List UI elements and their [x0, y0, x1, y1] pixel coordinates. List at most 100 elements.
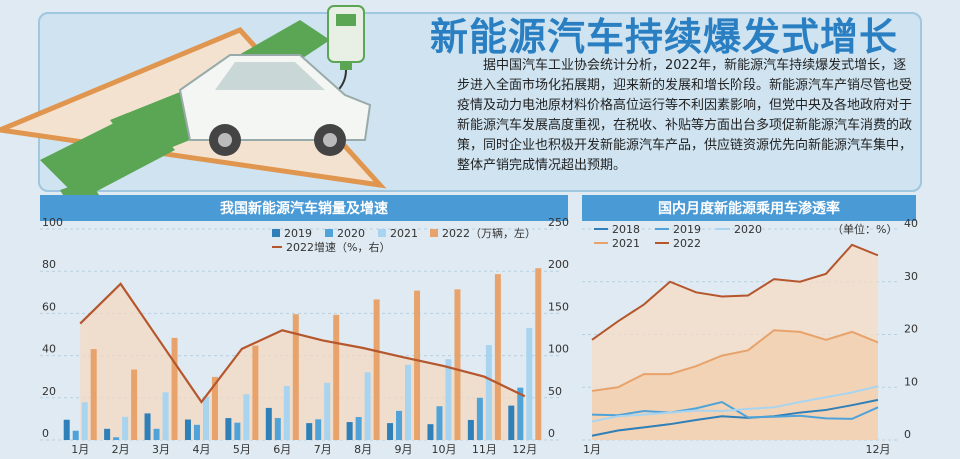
chart1-bar: [315, 419, 322, 440]
chart1-bar: [445, 359, 452, 440]
chart1-xtick: 12月: [512, 443, 537, 456]
chart2-series-line: [591, 385, 879, 423]
chart1-bar: [387, 423, 394, 440]
chart1-bar: [535, 268, 542, 440]
header-banner: EV 新能源汽车持续爆发式增长 据中国汽车工业协会统计分析，2022年，新能源汽…: [0, 0, 960, 200]
chart2-xtick: 12月: [866, 443, 891, 456]
chart1-ytick-left: 40: [42, 343, 56, 356]
chart1-bar: [90, 349, 97, 440]
chart1-bar: [131, 369, 138, 440]
chart1-xtick: 6月: [273, 443, 291, 456]
chart1-bar: [364, 372, 371, 440]
chart1-legend-line-label: 2022增速（%，右）: [286, 240, 390, 254]
chart1-bar: [171, 337, 178, 440]
chart1-bar: [508, 405, 515, 440]
chart1-bar: [81, 402, 88, 440]
chart1-growth-area: [80, 283, 525, 440]
chart1-ytick-right: 100: [548, 343, 569, 356]
chart1-bar: [306, 423, 313, 440]
chart1-bar: [144, 413, 151, 440]
ev-illustration: EV: [0, 5, 387, 200]
chart1-bar: [373, 299, 380, 440]
chart2-ytick: 0: [904, 428, 911, 441]
chart1-bar: [427, 424, 434, 440]
chart2-ytick: 30: [904, 270, 918, 283]
chart1-legend-swatch: [430, 229, 438, 237]
chart1-bar: [467, 419, 474, 440]
chart1-bar: [113, 437, 120, 440]
chart2-series-line: [591, 329, 879, 392]
chart1-legend-swatch: [272, 229, 280, 237]
chart1-bar: [485, 345, 492, 440]
chart1-bar: [193, 424, 200, 440]
chart1-growth-line: [79, 282, 526, 404]
chart1-xtick: 9月: [395, 443, 413, 456]
chart1-bar: [211, 376, 218, 440]
chart1-ytick-left: 100: [42, 216, 63, 229]
chart2-legend-label: 2021: [612, 237, 640, 250]
chart1-ytick-left: 60: [42, 300, 56, 313]
chart1-legend-swatch: [325, 229, 333, 237]
chart1-bar: [234, 422, 241, 440]
chart2-legend-label: 2020: [734, 223, 762, 236]
chart2-series-line: [591, 398, 879, 437]
chart2-series-line: [591, 243, 879, 341]
chart1-bar: [346, 422, 353, 440]
chart1-bar: [494, 274, 501, 440]
chart1-xtick: 3月: [152, 443, 170, 456]
page-title: 新能源汽车持续爆发式增长: [430, 15, 899, 59]
chart1-title: 我国新能源汽车销量及增速: [40, 195, 568, 221]
chart1-bar: [454, 289, 461, 440]
chart1-bar: [414, 290, 421, 440]
chart1-bar: [436, 406, 443, 440]
chart1-xtick: 7月: [314, 443, 332, 456]
chart1-bar: [122, 416, 129, 440]
chart2-ytick: 40: [904, 217, 918, 230]
chart1-bar: [153, 428, 160, 440]
chart1-bar: [243, 394, 250, 440]
chart1-legend-label: 2021: [390, 227, 418, 240]
chart2-legend-label: 2022: [673, 237, 701, 250]
chart1-bar: [202, 396, 209, 440]
chart1-legend-label: 2019: [284, 227, 312, 240]
chart1-bar: [274, 418, 281, 440]
chart1-bar: [405, 364, 412, 440]
chart1-legend-label: 2020: [337, 227, 365, 240]
chart1-bar: [396, 410, 403, 440]
car-icon: [178, 54, 372, 156]
chart1-ytick-left: 0: [42, 427, 49, 440]
chart1-bar: [265, 407, 272, 440]
chart1-ytick-left: 20: [42, 385, 56, 398]
chart2-ytick: 20: [904, 323, 918, 336]
chart1-ytick-right: 250: [548, 216, 569, 229]
chart2-xtick: 1月: [583, 443, 601, 456]
chart1-ytick-right: 50: [548, 385, 562, 398]
chart1-bar: [283, 385, 290, 440]
chart1-bar: [476, 397, 483, 440]
intro-paragraph: 据中国汽车工业协会统计分析，2022年，新能源汽车持续爆发式增长，逐步进入全面市…: [457, 58, 913, 173]
chart1-bar: [252, 345, 259, 440]
chart1-ytick-right: 150: [548, 300, 569, 313]
chart2-legend-label: 2018: [612, 223, 640, 236]
chart2-title: 国内月度新能源乘用车渗透率: [582, 195, 916, 221]
chart1-legend-swatch: [378, 229, 386, 237]
chart1-bar: [324, 382, 331, 440]
chart1-ytick-right: 200: [548, 258, 569, 271]
chart2-unit-label: （单位：%）: [832, 222, 897, 236]
chart1-legend-label: 2022（万辆，左）: [442, 226, 536, 240]
chart1-xtick: 5月: [233, 443, 251, 456]
chart1-ytick-right: 0: [548, 427, 555, 440]
chart1-bar: [225, 418, 232, 440]
chart1-xtick: 1月: [71, 443, 89, 456]
chart2-ytick: 10: [904, 375, 918, 388]
chart1-bar: [162, 392, 169, 440]
chart1-ytick-left: 80: [42, 258, 56, 271]
chart1-bar: [517, 387, 524, 440]
chart1-bar: [526, 327, 533, 440]
chart1-bar: [333, 314, 340, 440]
chart1-xtick: 10月: [431, 443, 456, 456]
chart1-bar: [104, 428, 111, 440]
chart1-xtick: 8月: [354, 443, 372, 456]
chart1-bar: [355, 417, 362, 440]
